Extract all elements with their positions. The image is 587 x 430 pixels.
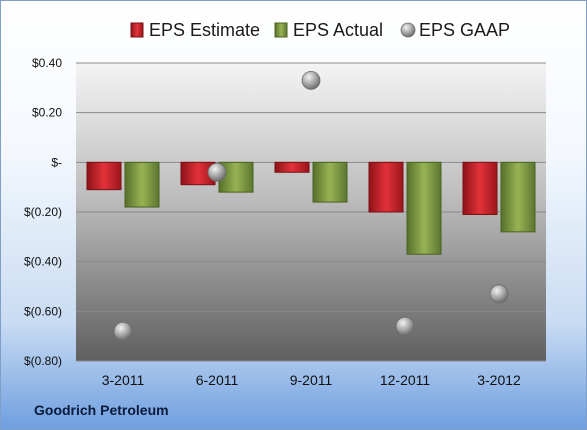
y-tick-label: $0.20 xyxy=(32,106,62,120)
eps-actual-bar xyxy=(312,161,348,203)
eps-gaap-point xyxy=(207,162,227,182)
eps-actual-bar xyxy=(500,161,536,233)
eps-estimate-legend-swatch xyxy=(130,22,144,38)
y-tick-label: $(0.60) xyxy=(24,304,62,318)
eps-gaap-legend-swatch xyxy=(400,22,416,38)
legend-label: EPS GAAP xyxy=(419,20,510,40)
eps-estimate-bar xyxy=(462,161,498,215)
x-category-label: 3-2011 xyxy=(102,372,145,388)
x-category-label: 3-2012 xyxy=(477,372,521,388)
eps-gaap-point xyxy=(301,70,321,90)
eps-gaap-point xyxy=(395,316,415,336)
y-tick-label: $0.40 xyxy=(32,56,62,70)
eps-estimate-bar xyxy=(274,161,310,173)
y-tick-label: $- xyxy=(51,155,62,169)
legend-label: EPS Actual xyxy=(293,20,383,40)
x-category-label: 9-2011 xyxy=(290,372,333,388)
eps-actual-bar xyxy=(406,161,442,255)
legend-label: EPS Estimate xyxy=(149,20,260,40)
eps-estimate-bar xyxy=(86,161,122,191)
eps-actual-bar xyxy=(124,161,160,208)
y-tick-label: $(0.40) xyxy=(24,255,62,269)
eps-gaap-point xyxy=(489,284,509,304)
x-category-label: 6-2011 xyxy=(196,372,239,388)
y-tick-label: $(0.20) xyxy=(24,205,62,219)
eps-estimate-bar xyxy=(368,161,404,213)
y-tick-label: $(0.80) xyxy=(24,354,62,368)
company-name: Goodrich Petroleum xyxy=(34,402,169,418)
eps-actual-legend-swatch xyxy=(274,22,288,38)
eps-gaap-point xyxy=(113,321,133,341)
x-category-label: 12-2011 xyxy=(380,372,431,388)
